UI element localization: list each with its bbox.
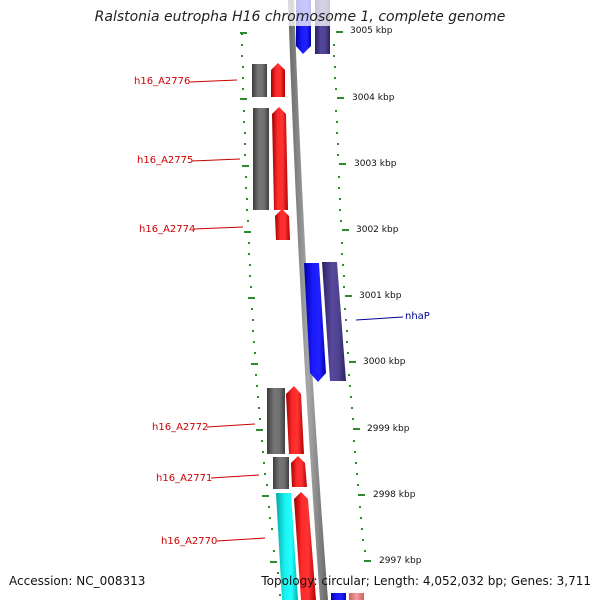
gene-label-h16-a2774[interactable]: h16_A2774 <box>139 224 195 235</box>
inner-scale-dots <box>240 32 281 596</box>
scale-label: 3003 kbp <box>354 159 397 169</box>
scale-label: 3001 kbp <box>359 291 402 301</box>
gene-bar-h16-a2771[interactable] <box>273 457 289 489</box>
scale-label: 2999 kbp <box>367 424 410 434</box>
map-title: Ralstonia eutropha H16 chromosome 1, com… <box>94 9 506 25</box>
cds-arrow-h16-a2774[interactable] <box>275 209 290 240</box>
outer-scale-dots <box>333 31 371 562</box>
gene-label-h16-a2772[interactable]: h16_A2772 <box>152 422 208 433</box>
cds-arrow-h16-a2771[interactable] <box>291 456 307 487</box>
gene-labels: h16_A2776 h16_A2775 h16_A2774 nhaP h16_A… <box>134 76 430 547</box>
cds-arrow-nhap[interactable] <box>304 263 326 382</box>
gene-bar-h16-a2772[interactable] <box>267 388 285 454</box>
genome-summary-text: Topology: circular; Length: 4,052,032 bp… <box>261 574 591 588</box>
accession-text: Accession: NC_008313 <box>9 574 146 588</box>
cds-arrow-h16-a2775[interactable] <box>272 107 288 210</box>
scale-label: 3002 kbp <box>356 225 399 235</box>
label-leaders <box>189 79 404 542</box>
scale-label: 2998 kbp <box>373 490 416 500</box>
gene-label-h16-a2775[interactable]: h16_A2775 <box>137 155 193 166</box>
top-fade <box>0 0 600 26</box>
gene-bar-h16-a2776[interactable] <box>252 64 267 97</box>
gene-label-h16-a2770[interactable]: h16_A2770 <box>161 536 217 547</box>
gene-bar-h16-a2775[interactable] <box>253 108 269 210</box>
scale-label: 3004 kbp <box>352 93 395 103</box>
gene-bar-nhap[interactable] <box>322 262 346 381</box>
cds-bottom-reverse[interactable] <box>331 593 346 600</box>
cds-arrow-h16-a2770[interactable] <box>294 492 316 600</box>
scale-labels: 3005 kbp 3004 kbp 3003 kbp 3002 kbp 3001… <box>350 26 422 566</box>
gene-label-nhap[interactable]: nhaP <box>405 311 430 322</box>
forward-strand <box>252 63 316 600</box>
scale-label: 3005 kbp <box>350 26 393 36</box>
cds-arrow-h16-a2772[interactable] <box>286 386 304 454</box>
cds-bar-h16-a2770[interactable] <box>276 493 298 600</box>
reverse-strand <box>296 0 364 600</box>
gene-label-h16-a2776[interactable]: h16_A2776 <box>134 76 190 87</box>
scale-label: 2997 kbp <box>379 556 422 566</box>
scale-label: 3000 kbp <box>363 357 406 367</box>
gene-bottom-reverse[interactable] <box>349 593 364 600</box>
gene-label-h16-a2771[interactable]: h16_A2771 <box>156 473 212 484</box>
cds-arrow-h16-a2776[interactable] <box>271 63 285 97</box>
